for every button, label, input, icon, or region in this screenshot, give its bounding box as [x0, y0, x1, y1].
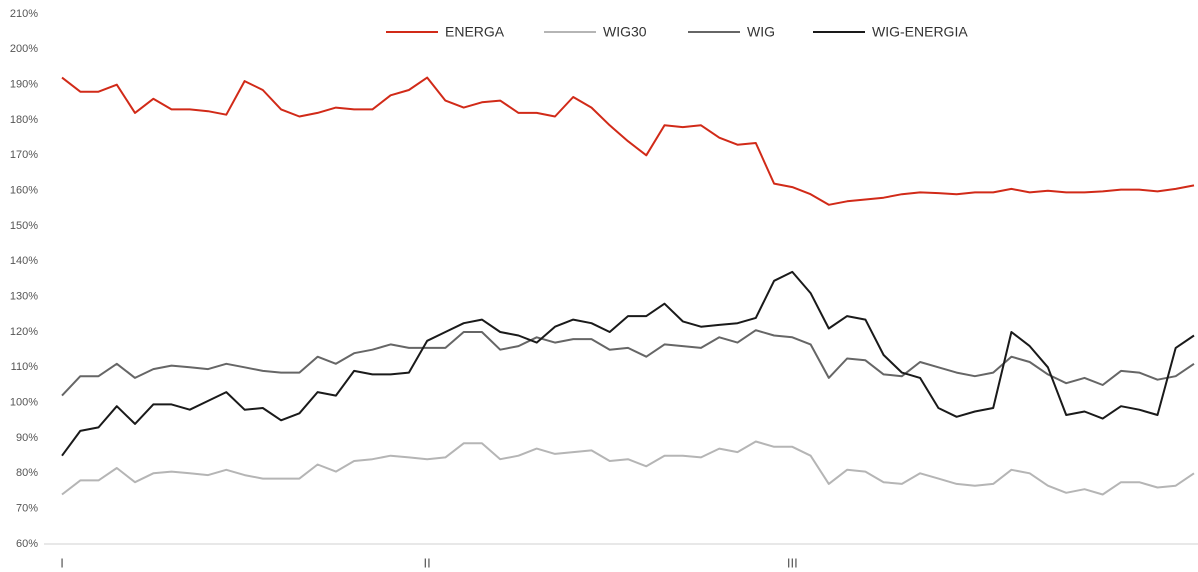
y-tick-label: 200% [10, 43, 38, 55]
legend-label: ENERGA [445, 24, 505, 40]
y-tick-label: 150% [10, 220, 38, 232]
legend-label: WIG [747, 24, 775, 40]
y-tick-label: 120% [10, 326, 38, 338]
x-tick-label: I [60, 555, 64, 570]
y-tick-label: 100% [10, 397, 38, 409]
line-series [61, 440, 1195, 496]
y-tick-label: 160% [10, 185, 38, 197]
y-tick-label: 110% [11, 361, 39, 373]
y-tick-label: 70% [16, 503, 38, 515]
legend-label: WIG-ENERGIA [872, 24, 968, 40]
y-tick-label: 140% [10, 255, 38, 267]
line-series [61, 76, 1195, 206]
y-tick-label: 170% [10, 149, 38, 161]
y-tick-label: 190% [10, 79, 38, 91]
y-tick-label: 60% [16, 538, 38, 550]
legend-label: WIG30 [603, 24, 647, 40]
y-tick-label: 130% [10, 291, 38, 303]
y-tick-label: 210% [10, 8, 38, 20]
line-series [61, 270, 1195, 457]
y-tick-label: 180% [10, 114, 38, 126]
y-tick-label: 80% [16, 467, 38, 479]
line-series [61, 329, 1195, 397]
x-tick-label: II [424, 555, 431, 570]
x-tick-label: III [787, 555, 798, 570]
y-tick-label: 90% [16, 432, 38, 444]
